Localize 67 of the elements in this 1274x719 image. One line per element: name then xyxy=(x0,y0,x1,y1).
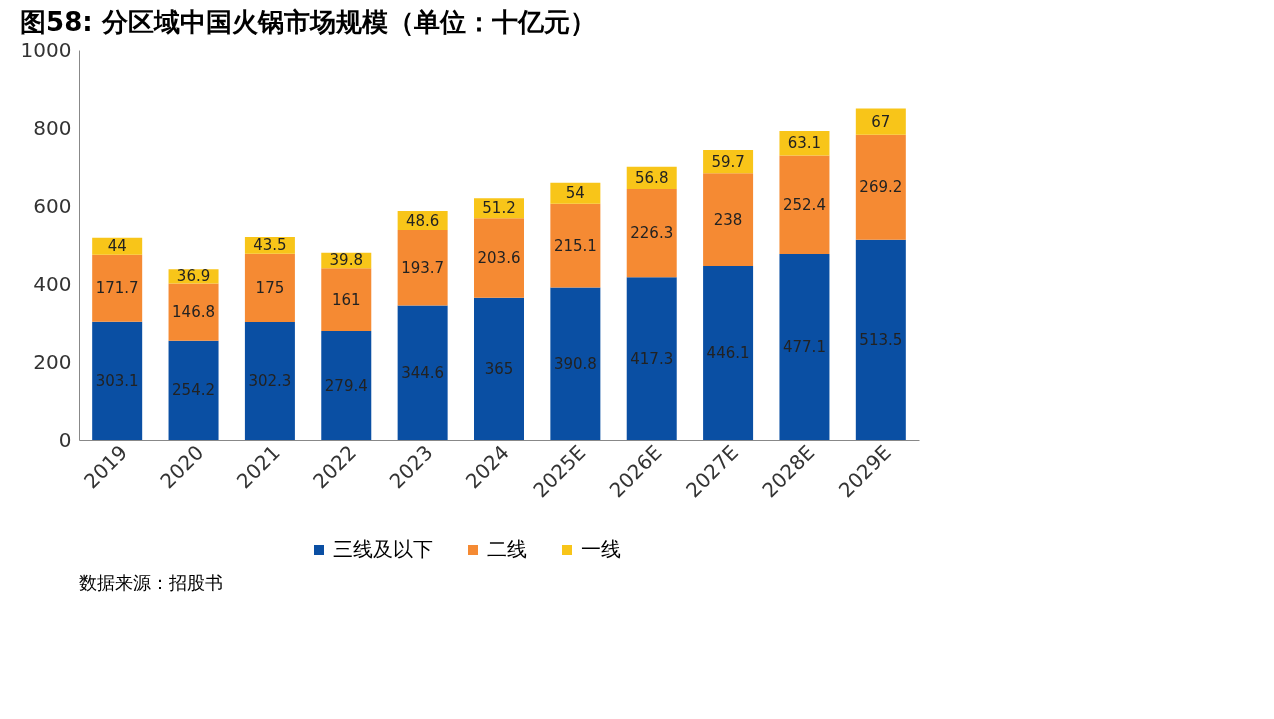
y-tick-label: 1000 xyxy=(20,37,72,62)
data-label: 146.8 xyxy=(172,303,216,322)
data-label: 254.2 xyxy=(172,381,216,400)
data-label: 477.1 xyxy=(782,337,826,356)
data-label: 417.3 xyxy=(630,349,674,368)
data-label: 171.7 xyxy=(95,279,139,298)
y-tick-label: 400 xyxy=(33,271,72,296)
bar xyxy=(550,287,601,440)
bar xyxy=(397,230,448,306)
data-label: 44 xyxy=(107,237,127,256)
y-tick-label: 800 xyxy=(33,115,72,140)
y-tick-label: 600 xyxy=(33,193,72,218)
data-label: 344.6 xyxy=(401,363,445,382)
bar xyxy=(626,277,677,440)
bar xyxy=(168,340,219,440)
bar xyxy=(244,322,295,440)
data-label: 215.1 xyxy=(553,236,597,255)
legend-label: 二线 xyxy=(487,537,527,561)
bar xyxy=(92,254,143,322)
bar xyxy=(703,173,754,267)
bar xyxy=(474,218,524,298)
bar xyxy=(397,305,448,440)
legend-label: 三线及以下 xyxy=(333,537,433,561)
data-label: 51.2 xyxy=(482,199,516,218)
y-tick-label: 0 xyxy=(58,427,72,452)
data-label: 43.5 xyxy=(253,236,287,255)
y-tick-label: 200 xyxy=(33,349,72,374)
data-label: 67 xyxy=(871,112,891,131)
data-label: 303.1 xyxy=(95,371,139,390)
data-label: 59.7 xyxy=(711,152,745,171)
data-label: 390.8 xyxy=(553,354,597,373)
data-label: 226.3 xyxy=(630,224,674,243)
bar xyxy=(321,331,372,440)
bar xyxy=(168,283,219,341)
bar xyxy=(703,266,754,440)
data-label: 365 xyxy=(484,359,514,378)
chart-title: 图58: 分区域中国火锅市场规模（单位：十亿元） xyxy=(20,7,596,37)
bar xyxy=(244,253,295,323)
data-label: 269.2 xyxy=(859,178,903,197)
data-label: 193.7 xyxy=(401,258,445,277)
bar xyxy=(92,321,143,440)
data-label: 279.4 xyxy=(324,376,368,395)
bar xyxy=(779,253,830,440)
bar xyxy=(855,239,906,440)
data-label: 446.1 xyxy=(706,344,750,363)
data-label: 48.6 xyxy=(405,211,440,230)
data-label: 63.1 xyxy=(787,134,822,153)
bar xyxy=(474,297,524,440)
data-label: 161 xyxy=(331,290,361,309)
data-label: 252.4 xyxy=(782,195,826,214)
bar xyxy=(550,203,601,288)
bar xyxy=(855,134,906,240)
source-note: 数据来源：招股书 xyxy=(79,572,223,593)
data-label: 175 xyxy=(255,278,285,297)
bar xyxy=(321,268,372,332)
data-label: 238 xyxy=(713,210,743,229)
legend-label: 一线 xyxy=(581,537,621,561)
data-label: 54 xyxy=(565,184,585,203)
data-label: 513.5 xyxy=(859,330,903,349)
bar xyxy=(779,155,830,254)
data-label: 203.6 xyxy=(477,248,521,267)
bar xyxy=(626,189,677,278)
data-label: 302.3 xyxy=(248,372,292,391)
data-label: 36.9 xyxy=(176,267,211,286)
bar xyxy=(855,108,906,135)
data-label: 56.8 xyxy=(635,168,669,187)
data-label: 39.8 xyxy=(329,251,363,270)
